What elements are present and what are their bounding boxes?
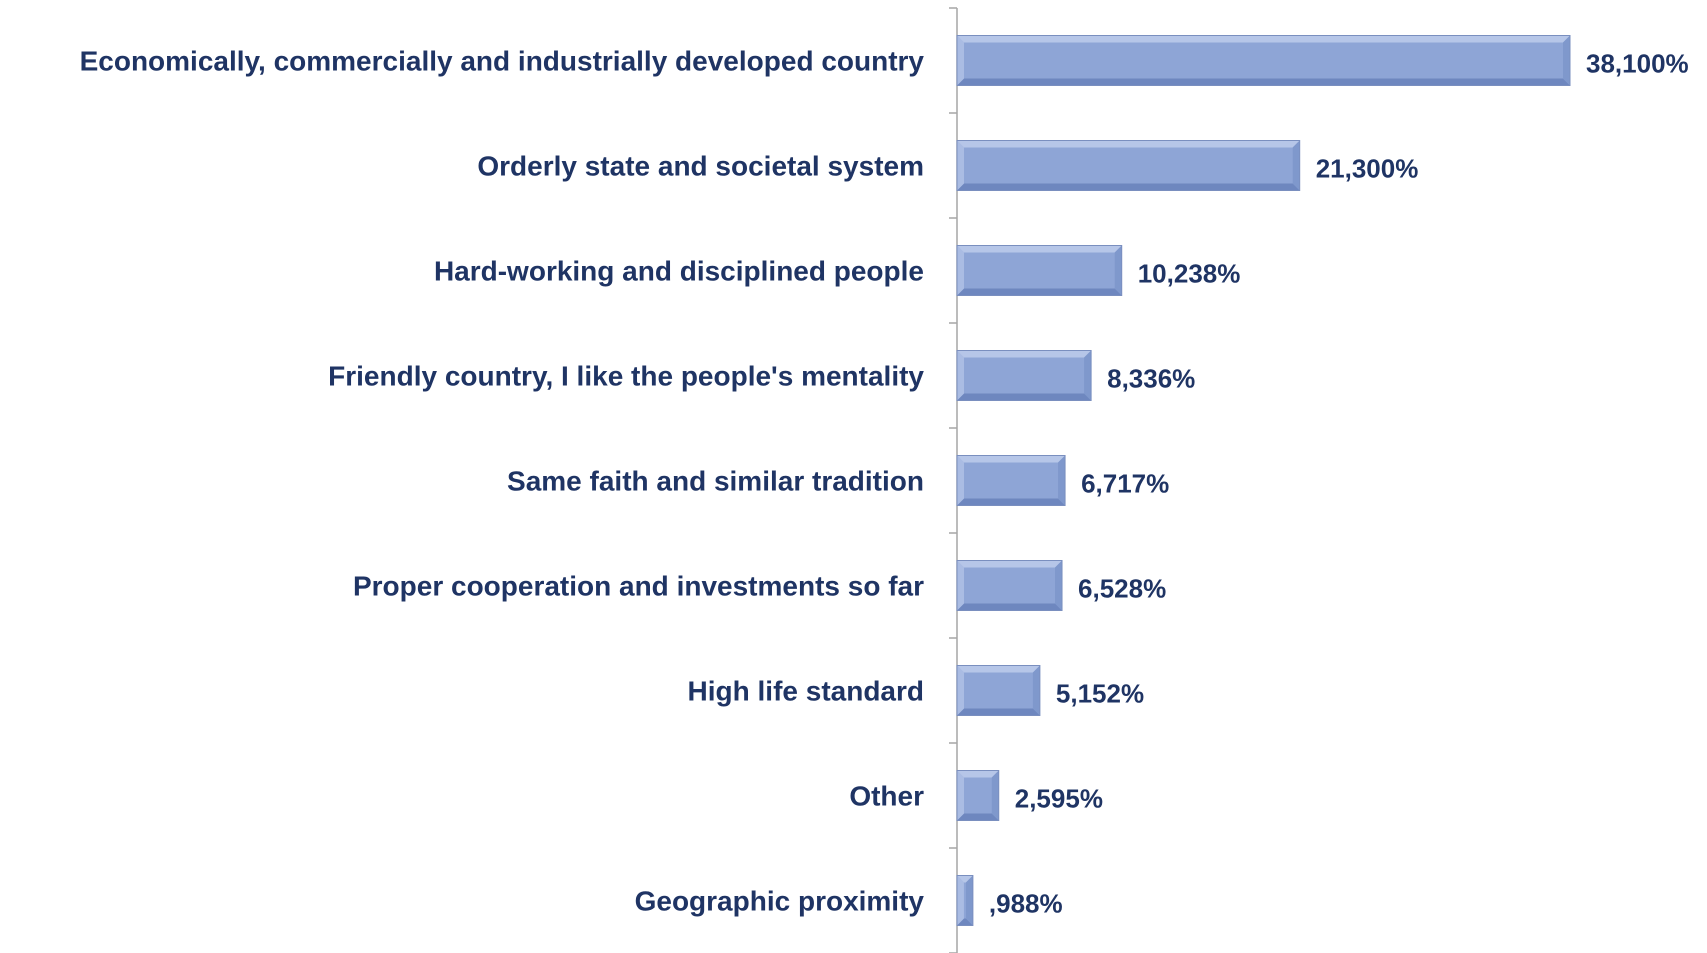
bar-bevel-end bbox=[1114, 245, 1122, 296]
bar bbox=[956, 560, 1063, 611]
data-label: 6,717% bbox=[1081, 469, 1169, 499]
bar-outline bbox=[956, 875, 974, 926]
labels-layer: Economically, commercially and industria… bbox=[80, 46, 1689, 919]
bar-bevel-start bbox=[957, 35, 964, 86]
bar-outline bbox=[956, 455, 1066, 506]
data-label: 2,595% bbox=[1015, 784, 1103, 814]
data-label: 5,152% bbox=[1056, 679, 1144, 709]
bar-outline bbox=[956, 245, 1123, 296]
bar-bevel-top bbox=[957, 875, 973, 883]
category-label: Friendly country, I like the people's me… bbox=[328, 361, 924, 392]
bar-bevel-end bbox=[1563, 35, 1570, 86]
bar bbox=[956, 35, 1571, 86]
bar bbox=[956, 140, 1301, 191]
bar-bevel-start bbox=[957, 665, 964, 716]
axis-layer bbox=[949, 7, 958, 953]
bar-bevel-end bbox=[991, 770, 999, 821]
bar-bevel-top bbox=[957, 665, 1040, 673]
category-label: Same faith and similar tradition bbox=[507, 466, 924, 497]
bar-bevel-bottom bbox=[957, 78, 1570, 86]
category-label: Hard-working and disciplined people bbox=[434, 256, 924, 287]
bar-bevel-end bbox=[1055, 560, 1063, 611]
data-label: 10,238% bbox=[1138, 259, 1241, 289]
bar-bevel-bottom bbox=[957, 393, 1092, 401]
bar-bevel-end bbox=[965, 875, 973, 926]
category-label: Economically, commercially and industria… bbox=[80, 46, 925, 77]
bar-bevel-start bbox=[957, 770, 964, 821]
bar-outline bbox=[956, 770, 1000, 821]
data-label: 21,300% bbox=[1316, 154, 1419, 184]
category-label: Orderly state and societal system bbox=[477, 151, 924, 182]
bar bbox=[956, 875, 974, 926]
bar-bevel-end bbox=[1032, 665, 1040, 716]
bar-face bbox=[957, 665, 1040, 716]
bar-outline bbox=[956, 560, 1063, 611]
bar-bevel-bottom bbox=[957, 183, 1300, 191]
bar-outline bbox=[956, 665, 1041, 716]
bar-bevel-top bbox=[957, 35, 1570, 43]
bar-bevel-end bbox=[1058, 455, 1066, 506]
category-label: Geographic proximity bbox=[635, 886, 925, 917]
bar-face bbox=[957, 245, 1122, 296]
bar-face bbox=[957, 35, 1570, 86]
bar-outline bbox=[956, 350, 1092, 401]
bar-bevel-start bbox=[957, 455, 964, 506]
bar-outline bbox=[956, 35, 1571, 86]
bar-bevel-bottom bbox=[957, 498, 1066, 506]
category-label: Other bbox=[849, 781, 924, 812]
bars-layer bbox=[956, 35, 1571, 926]
bar-bevel-end bbox=[1292, 140, 1300, 191]
bar-bevel-top bbox=[957, 245, 1122, 253]
bar-face bbox=[957, 455, 1066, 506]
bar-bevel-top bbox=[957, 140, 1300, 148]
category-label: Proper cooperation and investments so fa… bbox=[353, 571, 924, 602]
bar-bevel-bottom bbox=[957, 918, 973, 926]
bar-face bbox=[957, 140, 1300, 191]
data-label: 38,100% bbox=[1586, 49, 1689, 79]
bar-bevel-bottom bbox=[957, 813, 999, 821]
bar-bevel-end bbox=[1084, 350, 1092, 401]
bar bbox=[956, 455, 1066, 506]
bar-bevel-top bbox=[957, 350, 1092, 358]
category-label: High life standard bbox=[688, 676, 924, 707]
bar-bevel-bottom bbox=[957, 288, 1122, 296]
bar-bevel-start bbox=[957, 140, 964, 191]
data-label: 6,528% bbox=[1078, 574, 1166, 604]
bar bbox=[956, 350, 1092, 401]
bar-bevel-top bbox=[957, 560, 1063, 568]
data-label: ,988% bbox=[989, 889, 1063, 919]
bar-face bbox=[957, 350, 1092, 401]
bar-bevel-top bbox=[957, 455, 1066, 463]
bar bbox=[956, 665, 1041, 716]
bar bbox=[956, 770, 1000, 821]
bar-bevel-bottom bbox=[957, 708, 1040, 716]
bar-bevel-start bbox=[957, 560, 964, 611]
bar-bevel-start bbox=[957, 245, 964, 296]
bar bbox=[956, 245, 1123, 296]
bar-bevel-start bbox=[957, 875, 964, 926]
bar-bevel-start bbox=[957, 350, 964, 401]
bar-bevel-top bbox=[957, 770, 999, 778]
bar-outline bbox=[956, 140, 1301, 191]
data-label: 8,336% bbox=[1107, 364, 1195, 394]
bar-bevel-bottom bbox=[957, 603, 1063, 611]
bar-face bbox=[957, 560, 1063, 611]
